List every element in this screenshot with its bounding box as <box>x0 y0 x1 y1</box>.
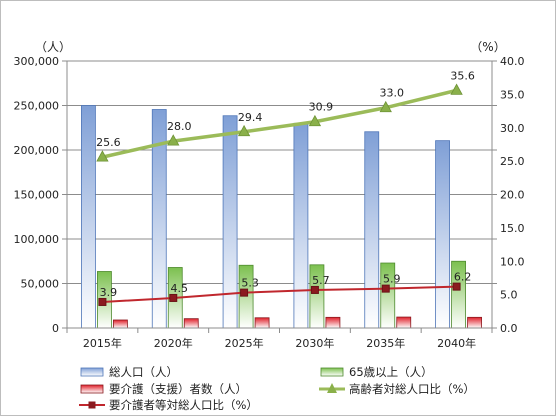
lines <box>96 83 463 306</box>
y-left-tick-label: 300,000 <box>14 55 60 68</box>
y-right-tick-label: 25.0 <box>500 155 525 168</box>
x-tick-label: 2025年 <box>225 336 264 350</box>
axes: 0 50,000 100,000 150,000 200,000 250,000 300,0… <box>14 40 525 350</box>
point-senior-ratio <box>308 114 322 127</box>
point-care-ratio <box>452 282 461 291</box>
legend-care-count-label: 要介護（支援）者数（人） <box>109 382 247 396</box>
line-senior-ratio <box>102 88 457 159</box>
y-right-unit-label: （%） <box>470 40 505 54</box>
bar-care <box>183 318 199 329</box>
point-care-ratio <box>310 285 319 294</box>
x-tick-label: 2035年 <box>366 336 405 350</box>
legend-total-pop-swatch <box>80 367 104 377</box>
legend-care-count-swatch <box>80 384 104 394</box>
data-labels: 25.6 28.0 29.4 30.9 33.0 35.6 3.9 4.5 5.3 5.7 5.9 6… <box>96 69 475 299</box>
point-care-ratio <box>381 284 390 293</box>
point-senior-ratio <box>96 150 109 162</box>
legend-senior-pop-swatch <box>320 367 344 377</box>
y-left-tick-label: 50,000 <box>21 278 60 291</box>
bar-total <box>435 140 450 329</box>
data-label: 29.4 <box>238 111 263 124</box>
data-label: 35.6 <box>450 69 475 82</box>
bar-total <box>293 122 309 329</box>
legend-senior-pop-label: 65歳以上（人） <box>349 365 433 379</box>
data-label: 30.9 <box>309 101 334 114</box>
x-tick-label: 2015年 <box>83 336 122 350</box>
bar-care <box>325 316 341 329</box>
data-label: 5.9 <box>383 273 401 286</box>
data-label: 4.5 <box>171 282 189 295</box>
bar-care <box>467 316 482 329</box>
line-care-ratio <box>102 285 457 303</box>
legend-senior-ratio-marker <box>327 383 337 393</box>
legend-care-ratio-marker <box>88 401 96 409</box>
legend-care-ratio-label: 要介護者等対総人口比（%） <box>109 398 258 412</box>
legend: 総人口（人） 65歳以上（人） 要介護（支援）者数（人） 高齢者対総人口比（%） 要介護… <box>79 365 475 412</box>
y-left-tick-label: 100,000 <box>14 233 60 246</box>
point-senior-ratio <box>237 124 251 137</box>
bar-senior <box>238 264 254 329</box>
gridlines <box>67 60 492 284</box>
x-tick-label: 2030年 <box>295 336 334 350</box>
point-senior-ratio <box>379 100 392 113</box>
y-right-tick-label: 10.0 <box>500 255 525 268</box>
data-label: 5.7 <box>312 274 330 287</box>
x-tick-label: 2040年 <box>437 336 476 350</box>
bar-care <box>254 317 270 329</box>
bar-total <box>222 115 238 329</box>
bar-total <box>81 105 96 329</box>
y-right-tick-label: 15.0 <box>500 222 525 235</box>
point-senior-ratio <box>450 83 463 95</box>
y-right-tick-label: 30.0 <box>500 122 525 135</box>
y-right-tick-label: 35.0 <box>500 88 525 101</box>
x-tick-label: 2020年 <box>154 336 193 350</box>
y-left-unit-label: （人） <box>35 40 71 54</box>
y-right-tick-label: 5.0 <box>500 289 518 302</box>
point-senior-ratio <box>167 134 180 146</box>
data-label: 6.2 <box>454 271 472 284</box>
bar-care <box>113 319 128 329</box>
data-label: 3.9 <box>100 286 118 299</box>
y-right-tick-label: 20.0 <box>500 189 525 202</box>
data-label: 25.6 <box>96 136 121 149</box>
y-right-tick-label: 40.0 <box>500 55 525 68</box>
legend-senior-ratio-label: 高齢者対総人口比（%） <box>349 382 475 396</box>
y-left-tick-label: 200,000 <box>14 144 60 157</box>
y-left-tick-label: 150,000 <box>14 189 60 202</box>
y-right-tick-label: 0.0 <box>500 322 518 335</box>
data-label: 28.0 <box>167 120 192 133</box>
bar-total <box>364 131 380 329</box>
point-care-ratio <box>240 288 249 297</box>
bar-care <box>396 316 412 329</box>
point-care-ratio <box>98 297 107 306</box>
y-left-tick-label: 0 <box>52 322 59 335</box>
point-care-ratio <box>169 293 178 302</box>
bars <box>81 105 482 329</box>
data-label: 33.0 <box>380 87 405 100</box>
data-label: 5.3 <box>241 277 259 290</box>
legend-total-pop-label: 総人口（人） <box>109 365 178 379</box>
y-left-tick-label: 250,000 <box>14 100 60 113</box>
